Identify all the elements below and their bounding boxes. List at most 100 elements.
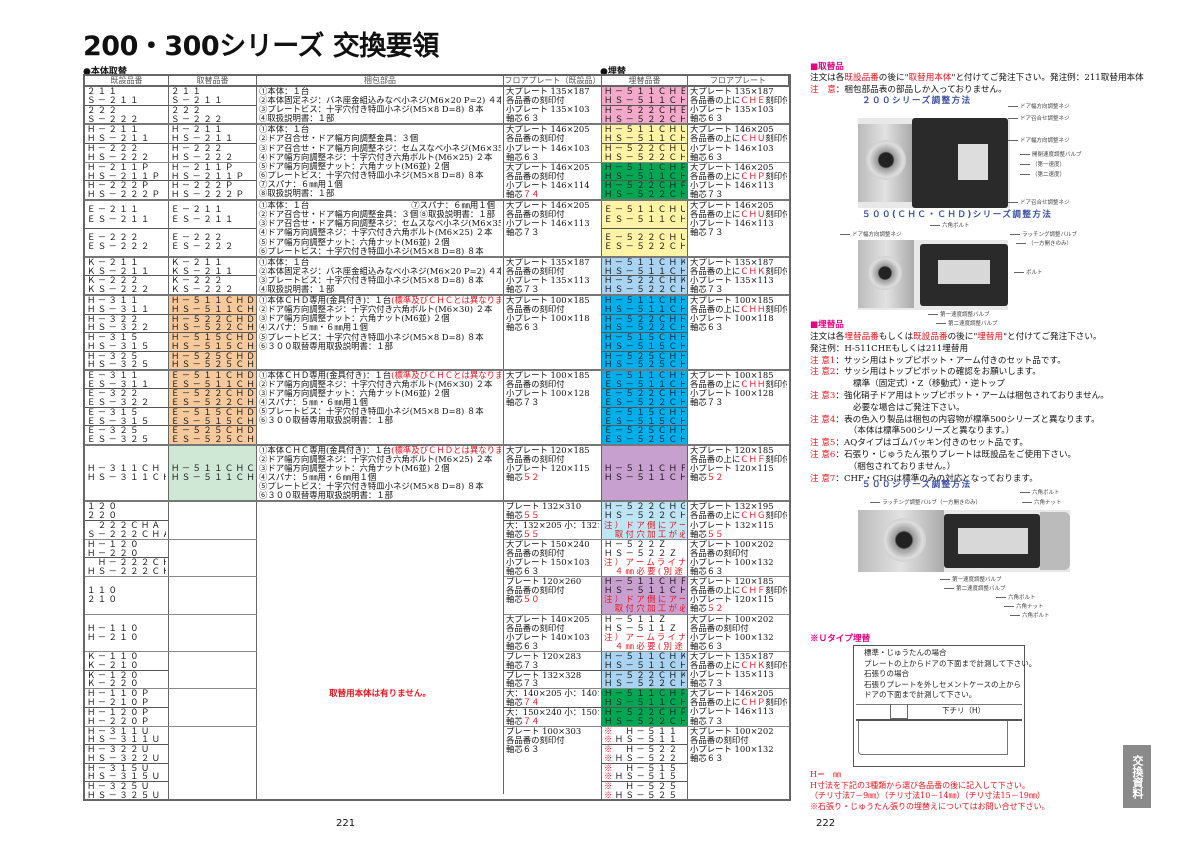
floor-plate-new-cell: 大プレート 146×205 各品番の上にＣＨＰ刻印付 小プレート 146×113 軸芯… (688, 163, 789, 199)
line: ＨＳ－５２２Ｚ (604, 548, 680, 558)
table-block: Ｅ－２１１ ＥＳ－２１１ Ｅ－２２２ ＥＳ－２２２ Ｅ－２１１ ＥＳ－２１１ Ｅ－２２２ ＥＳ… (85, 201, 789, 258)
line: Ｈ－２２２Ｐ (171, 181, 236, 191)
line: Ｋ－２１０ (87, 660, 141, 670)
line: ＨＳ－５２２ＣＨＤ (171, 323, 254, 333)
line: 軸芯６３ (506, 152, 540, 162)
text-segment: ＣＨＫ (740, 266, 766, 276)
part-line: ⑥３００取替専用取扱説明書：１部 (259, 416, 393, 426)
line: 注）アームライナー (604, 558, 685, 567)
sub-row-left: Ｋ－１１０ Ｋ－２１０ Ｋ－１２０ Ｋ－２２０ (85, 651, 257, 690)
existing-code-cell: Ｈ－３２２Ｕ ＨＳ－３２２Ｕ (85, 745, 168, 764)
line: 大プレート 146×205 (690, 162, 774, 172)
text-segment: (標準及びＣＨＣとは異なります) (391, 296, 501, 306)
line: ＨＳ－２１１Ｐ (171, 171, 247, 181)
sub-row-right: プレート 100×303 各品番の刻印付 軸芯６３ ※ Ｈ－５１１ ※ＨＳ－５１１ ※ Ｈ… (504, 726, 789, 800)
line: Ｋ－１１０ (87, 651, 141, 661)
table-header: 既設品番 取替品番 梱包部品 フロアプレート（既設品） 埋替品番 フロアプレート (85, 76, 789, 87)
callout-label: （第一速度） (1020, 162, 1065, 169)
umekae-line: 注文は各埋替品番もしくは既設品番の後に"埋替用"と付けてご発注下さい。 (810, 332, 1102, 343)
line: Ｈ－３２２Ｕ (87, 745, 152, 754)
floor-plate-new-cell: 大プレート 100×185 各品番の上にＣＨＨ刻印付 小プレート 100×128 軸芯… (688, 371, 789, 444)
line: 大プレート 150×240 (506, 539, 590, 549)
floor-plate-existing-cell: 大プレート 140×205 各品番の刻印付 小プレート 140×103 軸芯６３ (504, 615, 601, 651)
text-segment: ５２ (706, 604, 724, 614)
line: ＥＳ－３１１ (87, 379, 152, 389)
line: 大：150×240 小：150×114 (506, 708, 599, 717)
part-line: ④取扱説明書：１部 (259, 114, 335, 124)
text-segment: 各品番の上に (690, 511, 741, 521)
line: 小プレート 100×132 (690, 744, 774, 754)
line: 取付穴加工が必要 (604, 604, 685, 613)
line: 大プレート 100×202 (690, 539, 774, 549)
floor-plate-existing: 大プレート 100×185 各品番の刻印付 小プレート 100×118 軸芯６３ (504, 296, 602, 369)
line: 各品番の刻印付 (506, 134, 565, 144)
utype-diagram: 標準・じゅうたんの場合 プレートの上からドアの下面まで計測して下さい。 石張りの場合… (853, 645, 1036, 767)
text-segment: 軸芯 (506, 529, 523, 539)
line: 小プレート 100×118 (690, 314, 774, 324)
line: ＨＳ－５１１ＣＨＦ (604, 586, 685, 596)
callout-label: ドア召合せ調整ネジ (1008, 116, 1070, 123)
text-segment: ＣＨＨ (740, 380, 766, 390)
side-tab[interactable]: 交換資料 (1123, 745, 1151, 808)
line: Ｅ－５１１ＣＨＤ (171, 370, 254, 380)
table-block: Ｈ－２１１ ＨＳ－２１１ Ｈ－２２２ ＨＳ－２２２ Ｈ－２１１ ＨＳ－２１１ Ｈ－２２２ ＨＳ… (85, 125, 789, 202)
line: 大プレート 100×185 (690, 296, 774, 306)
line: ＫＳ－２１１ (171, 266, 236, 276)
line: 各品番の上にＣＨＰ刻印付 (690, 172, 787, 181)
text-segment: 軸芯 (506, 511, 523, 521)
callout-label: 開閉速度調整バルブ (1020, 152, 1082, 159)
line: ＫＳ－２１１ (87, 266, 152, 276)
line: 大プレート 135×187 (690, 257, 774, 267)
replacement-code (169, 539, 257, 577)
line: Ｓ－２１１ (171, 95, 225, 105)
line: プレート 120×283 (506, 651, 582, 661)
block-plates: 大プレート 100×185 各品番の刻印付 小プレート 100×128 軸芯７３ Ｅ－５… (504, 370, 789, 444)
text-segment: (標準及びＣＨＤとは異なります) (391, 445, 501, 455)
line: Ｈ－５２２ＣＨＧ (604, 502, 685, 512)
part-line: ②本体固定ネジ：バネ座金組込みなべ小ネジ(M6×20 P=2) ４本 (259, 266, 501, 276)
part-line: ②ドア幅方向調整ネジ：十字穴付き六角ボルト(M6×30) ２本 (259, 380, 493, 390)
text-segment: Ｈ－５１１ (614, 726, 680, 736)
text-segment: 各品番の上に (690, 305, 741, 315)
umekae-line: 注 意7：CHF・CHGは標準のみの対応となっております。 (810, 474, 1038, 485)
existing-code: Ｈ－３１１Ｕ ＨＳ－３１１Ｕ Ｈ－３２２Ｕ ＨＳ－３２２Ｕ Ｈ－３１５Ｕ ＨＳ－３１５Ｕ Ｈ… (85, 726, 169, 800)
utype-note: H＝ ㎜ (810, 770, 841, 779)
part-line: ②ドア幅方向調整ネジ：十字穴付き六角ボルト(M6×30) ２本 (259, 305, 493, 315)
line: 各品番の刻印付 (506, 171, 565, 181)
existing-code-cell: Ｅ－３１５ ＥＳ－３１５ (85, 408, 168, 427)
line: Ｈ－５１１ＣＨＰ (604, 689, 685, 699)
text-segment: 注 意4 (810, 414, 836, 425)
floor-plate-existing: 大プレート 146×205 各品番の刻印付 小プレート 146×103 軸芯６３ (504, 125, 602, 162)
text-segment: ：強化硝子ドア用はトップピボット・アームは梱包されておりません。 (835, 391, 1109, 401)
part-line: ⑥３００取替専用取扱説明書：１部 (259, 491, 393, 501)
line: 注）ドア側にアーム (604, 595, 685, 604)
part-line: ④スパナ：５㎜用・６㎜用１個 (259, 473, 377, 483)
text-segment: 取付穴加工が必要 (614, 529, 685, 539)
line: ＨＳ－５１１ＣＨＫ (604, 266, 685, 276)
line: 各品番の刻印付 (506, 96, 565, 106)
line: 各品番の上にＣＨＨ刻印付 (690, 305, 787, 314)
line: 注）ドア側にアーム (604, 521, 685, 530)
block-codes: Ｅ－２１１ ＥＳ－２１１ Ｅ－２２２ ＥＳ－２２２ Ｅ－２１１ ＥＳ－２１１ Ｅ－２２２ ＥＳ… (85, 201, 257, 256)
text-segment: ５２ (706, 473, 724, 483)
floor-plate-existing: 大プレート 146×205 各品番の刻印付 小プレート 146×114 軸芯７４ (504, 162, 602, 200)
line: Ｈ－５２２ＣＨＵ (604, 144, 685, 153)
text-segment: 軸芯 (506, 190, 523, 200)
text-segment: 取付穴加工が必要 (614, 604, 685, 614)
replacement-code-cell: Ｅ－２２２ ＥＳ－２２２ (169, 229, 256, 256)
text-segment: ７４ (522, 190, 540, 200)
text-segment: 各品番の上に (690, 698, 741, 708)
line: ＨＳ－５１１ＣＨＦ (604, 473, 685, 483)
replacement-code-cell: Ｈ－２１１Ｐ ＨＳ－２１１Ｐ (169, 163, 256, 182)
line: Ｅ－３２２ (87, 389, 141, 399)
text-segment: 刻印付 (765, 661, 787, 670)
text-segment: の後に" (878, 73, 909, 83)
line: 大プレート 135×187 (506, 87, 590, 96)
line: 大プレート 146×205 (690, 125, 774, 135)
line: 軸芯５５ (506, 530, 599, 539)
line: 各品番の刻印付 (506, 454, 565, 464)
part-aside: ⑦スパナ：６㎜用１個 (411, 201, 495, 211)
